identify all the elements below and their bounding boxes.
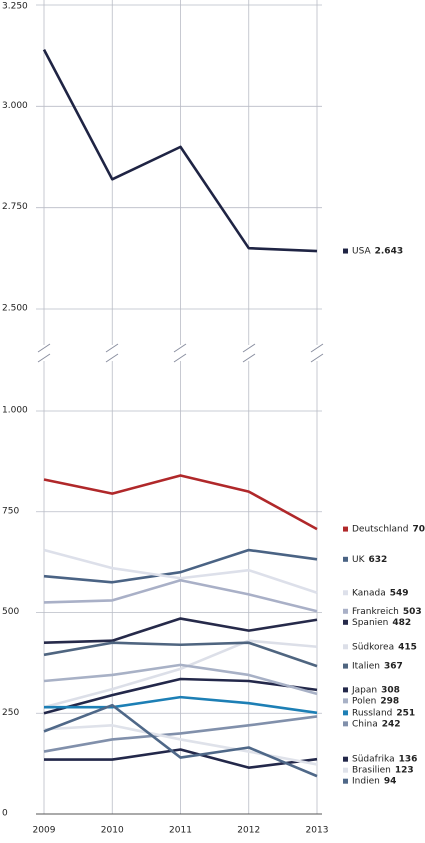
legend-label: Japan bbox=[351, 685, 377, 695]
value-label: 415 bbox=[398, 642, 417, 652]
line bbox=[43, 548, 318, 594]
value-label: 94 bbox=[384, 777, 397, 787]
value-label: 632 bbox=[369, 555, 388, 565]
break-mark bbox=[173, 343, 187, 363]
break-mark bbox=[105, 343, 119, 363]
value-label: 242 bbox=[382, 719, 401, 729]
value-label: 549 bbox=[390, 588, 409, 598]
line bbox=[43, 641, 318, 668]
legend-marker bbox=[343, 687, 348, 693]
x-tick-label: 2010 bbox=[101, 826, 124, 836]
y-tick-label: 250 bbox=[2, 708, 19, 718]
y-tick-label: 3.250 bbox=[2, 2, 28, 12]
legend-label: Deutschland bbox=[352, 525, 408, 535]
legend-label: Russland bbox=[352, 708, 392, 718]
legend-marker bbox=[343, 710, 348, 716]
value-label: 251 bbox=[396, 708, 415, 718]
legend-label: Brasilien bbox=[352, 766, 391, 776]
y-tick-label: 750 bbox=[2, 506, 19, 516]
value-label: 308 bbox=[381, 685, 400, 695]
line bbox=[43, 715, 318, 753]
x-tick-label: 2011 bbox=[169, 826, 192, 836]
legend-marker bbox=[343, 556, 348, 562]
legend-label: Italien bbox=[352, 662, 380, 672]
legend-label: Indien bbox=[352, 777, 380, 787]
value-label: 707 bbox=[412, 525, 425, 535]
legend-label: Südafrika bbox=[352, 755, 395, 765]
legend-label: China bbox=[352, 719, 378, 729]
line bbox=[43, 578, 318, 613]
legend-marker bbox=[343, 778, 348, 784]
line bbox=[43, 548, 318, 584]
legend-marker bbox=[343, 698, 348, 704]
legend-label: Spanien bbox=[352, 618, 388, 628]
value-label: 367 bbox=[384, 662, 403, 672]
legend-label: UK bbox=[352, 555, 366, 565]
line bbox=[44, 695, 318, 715]
legend-marker bbox=[343, 619, 348, 625]
value-label: 298 bbox=[380, 696, 399, 706]
legend-marker bbox=[343, 608, 348, 614]
value-label: 503 bbox=[403, 607, 422, 617]
break-mark bbox=[37, 343, 51, 363]
line bbox=[43, 663, 318, 696]
break-mark bbox=[242, 343, 256, 363]
line bbox=[42, 48, 318, 253]
y-tick-label: 2.500 bbox=[2, 304, 28, 314]
line bbox=[43, 474, 318, 531]
value-label: 2.643 bbox=[375, 247, 403, 257]
x-tick-label: 2012 bbox=[237, 826, 260, 836]
y-tick-label: 500 bbox=[2, 607, 19, 617]
legend-marker bbox=[343, 590, 348, 596]
legend-marker bbox=[343, 663, 348, 669]
x-tick-label: 2009 bbox=[33, 826, 56, 836]
legend-marker bbox=[343, 644, 348, 650]
x-tick-label: 2013 bbox=[306, 826, 329, 836]
y-tick-label: 2.750 bbox=[2, 202, 28, 212]
break-mark bbox=[310, 343, 324, 363]
line bbox=[43, 677, 318, 715]
legend-marker bbox=[343, 248, 348, 254]
line bbox=[43, 639, 318, 709]
legend-label: Frankreich bbox=[352, 607, 399, 617]
value-label: 136 bbox=[399, 755, 418, 765]
legend-marker bbox=[343, 767, 348, 773]
legend-label: Südkorea bbox=[352, 642, 394, 652]
y-tick-label: 3.000 bbox=[2, 101, 28, 111]
axis-break bbox=[37, 343, 324, 363]
line bbox=[43, 703, 318, 778]
legend-label: Kanada bbox=[352, 588, 386, 598]
y-tick-label: 1.000 bbox=[2, 406, 28, 416]
line bbox=[44, 748, 318, 769]
legend-label: Polen bbox=[352, 696, 376, 706]
value-label: 482 bbox=[392, 618, 411, 628]
line bbox=[43, 617, 318, 645]
legend-label: USA bbox=[352, 247, 371, 257]
y-tick-label: 0 bbox=[2, 809, 8, 819]
legend-marker bbox=[343, 526, 348, 532]
legend-marker bbox=[343, 721, 348, 727]
legend-marker bbox=[343, 756, 348, 762]
value-label: 123 bbox=[395, 766, 414, 776]
